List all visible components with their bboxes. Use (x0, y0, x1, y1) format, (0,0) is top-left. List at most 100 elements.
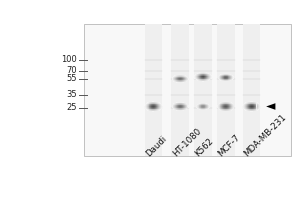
Bar (246, 102, 247, 103)
Bar (227, 107, 228, 108)
Bar (182, 76, 183, 77)
Bar (180, 110, 181, 111)
Bar (148, 105, 149, 106)
Bar (197, 107, 198, 108)
Bar (157, 109, 158, 110)
Bar (228, 75, 229, 76)
Bar (202, 73, 203, 74)
Bar (250, 101, 251, 102)
Bar (243, 105, 244, 106)
Bar (229, 80, 230, 81)
Bar (209, 74, 210, 75)
Bar (225, 102, 226, 103)
Bar (250, 110, 251, 111)
Bar (185, 77, 186, 78)
Bar (226, 77, 227, 78)
Bar (222, 79, 223, 80)
Bar (198, 75, 199, 76)
Bar (220, 74, 221, 75)
Bar (187, 104, 188, 105)
Bar (258, 107, 259, 108)
Bar (195, 77, 196, 78)
Bar (226, 109, 227, 110)
Bar (181, 79, 182, 80)
Bar (202, 77, 203, 78)
Bar (185, 78, 186, 79)
Bar (199, 74, 200, 75)
Bar (188, 78, 189, 79)
Bar (152, 101, 153, 102)
Bar (203, 79, 204, 80)
Bar (184, 75, 185, 76)
Bar (208, 108, 209, 109)
Bar (210, 78, 211, 79)
Bar (149, 109, 150, 110)
Bar (148, 102, 149, 103)
Bar (202, 104, 203, 105)
Bar (174, 78, 175, 79)
Bar (202, 75, 203, 76)
Bar (159, 102, 160, 103)
Bar (228, 104, 229, 105)
Bar (211, 76, 212, 77)
Bar (153, 104, 154, 105)
Bar (172, 107, 173, 108)
Bar (206, 79, 207, 80)
Bar (184, 80, 185, 81)
Bar (154, 107, 155, 108)
Bar (160, 105, 161, 106)
Bar (201, 103, 202, 104)
Bar (160, 107, 161, 108)
Bar (145, 107, 146, 108)
Bar (149, 110, 150, 111)
Bar (230, 74, 231, 75)
Bar (160, 109, 161, 110)
Bar (200, 107, 201, 108)
Bar (220, 103, 221, 104)
Bar (227, 108, 228, 109)
Bar (206, 76, 207, 77)
Bar (222, 105, 223, 106)
Bar (230, 76, 231, 77)
Bar (233, 108, 234, 109)
Bar (197, 77, 198, 78)
Bar (244, 103, 245, 104)
Bar (156, 109, 157, 110)
Bar (224, 105, 225, 106)
Bar (178, 107, 179, 108)
Bar (146, 104, 147, 105)
Bar (221, 109, 222, 110)
Bar (222, 76, 223, 77)
Bar (204, 80, 205, 81)
Bar (188, 107, 189, 108)
Bar (184, 107, 185, 108)
Bar (179, 103, 180, 104)
Bar (186, 107, 187, 108)
Bar (173, 109, 174, 110)
Bar (201, 107, 202, 108)
Bar (231, 107, 232, 108)
Bar (220, 76, 221, 77)
Bar (245, 110, 246, 111)
Bar (200, 79, 201, 80)
Bar (247, 109, 248, 110)
Bar (181, 76, 182, 77)
Bar (172, 80, 173, 81)
Bar (230, 78, 231, 79)
Bar (187, 78, 188, 79)
Bar (224, 74, 225, 75)
Bar (202, 79, 203, 80)
Bar (208, 77, 209, 78)
Bar (178, 81, 179, 82)
Bar (253, 102, 254, 103)
Bar (208, 80, 209, 81)
Bar (225, 74, 226, 75)
Bar (151, 105, 152, 106)
Bar (257, 102, 258, 103)
Bar (173, 104, 174, 105)
Bar (153, 108, 154, 109)
Bar (228, 109, 229, 110)
Bar (183, 79, 184, 80)
Bar (222, 80, 223, 81)
Bar (251, 107, 252, 108)
